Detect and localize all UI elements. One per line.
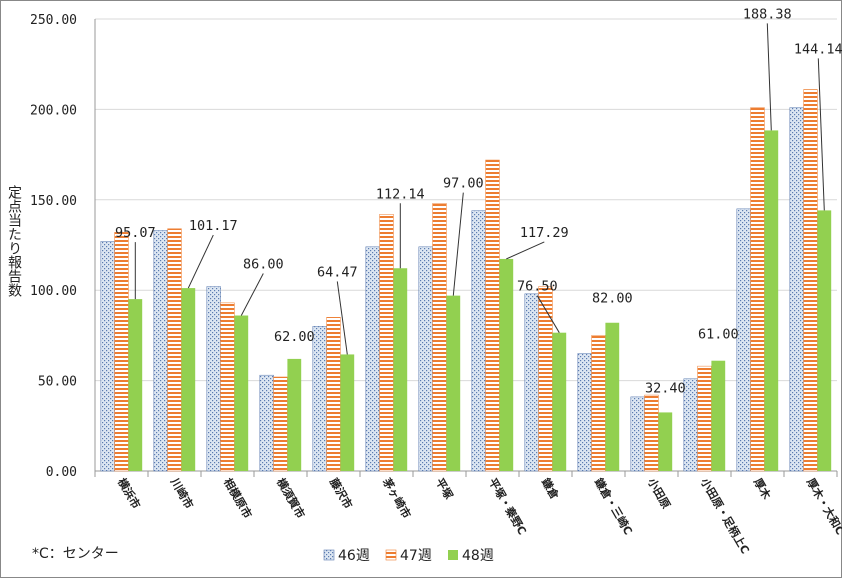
bar-47--3: [273, 376, 288, 472]
bar-46--5: [365, 246, 380, 472]
bar-46--13: [789, 107, 804, 472]
bar-46--9: [577, 353, 592, 472]
data-label-48-11: 61.00: [698, 327, 739, 343]
bar-48--13: [817, 210, 832, 471]
bar-48--1: [181, 288, 196, 471]
legend: 46週 47週 48週: [323, 548, 494, 564]
bar-47--4: [326, 317, 341, 472]
bar-48--11: [711, 360, 726, 471]
data-label-48-12: 188.38: [743, 6, 792, 22]
data-label-48-13: 144.14: [794, 41, 842, 57]
data-label-48-0: 95.07: [115, 225, 156, 241]
bar-47--5: [379, 214, 394, 472]
footnote: *C：センター: [32, 546, 119, 562]
bar-47--11: [697, 365, 712, 472]
data-label-48-4: 64.47: [317, 264, 358, 280]
leader-line-7: [506, 241, 545, 260]
bar-47--2: [220, 302, 235, 472]
bar-47--1: [167, 228, 182, 472]
y-tick-label-5: 250.00: [30, 13, 77, 28]
legend-label-47: 47週: [400, 548, 432, 564]
bar-48--10: [658, 412, 673, 471]
legend-swatch-48: [448, 550, 458, 560]
leader-line-12: [766, 23, 772, 131]
data-label-48-2: 86.00: [243, 257, 284, 273]
bar-47--13: [803, 89, 818, 472]
category-label-5: 茅ヶ崎市: [380, 476, 414, 521]
category-label-11: 小田原・足柄上C: [697, 475, 752, 557]
leader-line-4: [336, 281, 348, 355]
bar-47--6: [432, 203, 447, 472]
bar-47--8: [538, 286, 553, 472]
bar-46--2: [206, 286, 221, 472]
bar-48--8: [552, 332, 567, 471]
leader-line-1: [187, 234, 214, 289]
bar-46--6: [418, 246, 433, 472]
bar-48--6: [446, 295, 461, 471]
category-label-6: 平塚: [433, 476, 456, 502]
bar-46--7: [471, 210, 486, 472]
data-label-48-7: 117.29: [520, 225, 569, 241]
bar-48--0: [128, 299, 143, 471]
y-tick-label-1: 50.00: [38, 375, 77, 390]
category-label-2: 相模原市: [221, 476, 255, 521]
data-label-48-6: 97.00: [443, 176, 484, 192]
bar-48--3: [287, 358, 302, 471]
legend-label-46: 46週: [338, 548, 370, 564]
category-label-4: 藤沢市: [327, 476, 356, 512]
data-label-48-10: 32.40: [645, 380, 686, 396]
legend-swatch-46: [323, 549, 335, 561]
bar-46--4: [312, 326, 327, 472]
category-label-9: 鎌倉・三崎C: [591, 475, 635, 537]
data-label-48-1: 101.17: [189, 218, 238, 234]
bar-48--9: [605, 322, 620, 471]
data-label-48-9: 82.00: [592, 291, 633, 307]
legend-swatch-47: [385, 549, 397, 561]
category-label-8: 鎌倉: [538, 475, 562, 503]
bar-47--10: [644, 394, 659, 472]
bar-46--3: [259, 374, 274, 472]
bar-47--0: [114, 232, 129, 472]
legend-label-48: 48週: [462, 548, 494, 564]
leader-line-2: [240, 273, 264, 316]
bar-47--9: [591, 335, 606, 472]
bar-46--0: [100, 241, 115, 472]
y-tick-label-2: 100.00: [30, 284, 77, 299]
category-label-0: 横浜市: [115, 476, 144, 512]
bar-48--4: [340, 354, 355, 471]
bar-46--1: [153, 230, 168, 472]
category-label-3: 横須賀市: [274, 476, 308, 521]
data-label-48-3: 62.00: [274, 329, 315, 345]
bar-47--7: [485, 159, 500, 472]
bar-47--12: [750, 107, 765, 472]
data-label-48-8: 76.50: [517, 279, 558, 295]
y-tick-label-4: 200.00: [30, 103, 77, 118]
category-label-7: 平塚・秦野C: [486, 476, 530, 538]
bar-48--5: [393, 268, 408, 471]
bar-46--11: [683, 378, 698, 472]
bar-48--12: [764, 130, 779, 471]
category-label-12: 厚木: [751, 476, 775, 503]
y-tick-label-3: 150.00: [30, 194, 77, 209]
bar-46--12: [736, 208, 751, 472]
y-axis-label: 定点当たり報告数: [6, 185, 22, 297]
category-label-10: 小田原: [644, 475, 673, 511]
leader-line-8: [536, 295, 560, 333]
leader-line-6: [452, 192, 464, 296]
bar-46--8: [524, 293, 539, 472]
y-tick-label-0: 0.00: [46, 465, 77, 480]
category-label-1: 川崎市: [167, 475, 196, 511]
category-label-13: 厚木・大和C: [804, 476, 842, 538]
data-label-48-5: 112.14: [376, 186, 425, 202]
bar-48--7: [499, 258, 514, 471]
bar-46--10: [630, 396, 645, 472]
bar-48--2: [234, 315, 249, 471]
leader-line-13: [817, 58, 825, 211]
